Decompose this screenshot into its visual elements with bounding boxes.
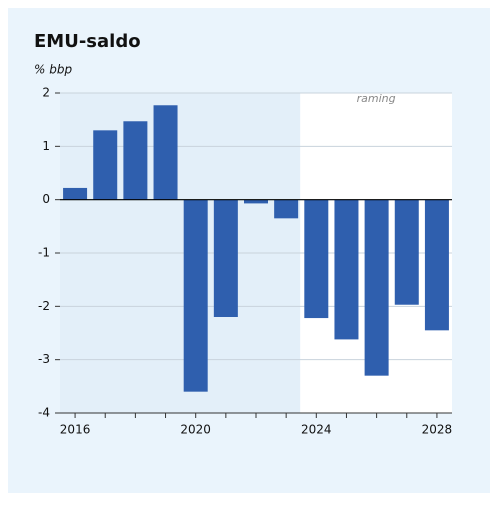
y-tick-label: -3	[38, 352, 50, 366]
bar	[424, 199, 449, 331]
y-axis-label: % bbp	[34, 63, 72, 77]
bar	[213, 199, 238, 317]
y-tick-label: -1	[38, 246, 50, 260]
bar	[304, 199, 329, 319]
bar	[364, 199, 389, 376]
bar	[153, 105, 178, 200]
bar	[93, 130, 118, 200]
chart-title: EMU-saldo	[34, 31, 141, 52]
y-tick-label: 2	[42, 86, 50, 100]
bar	[123, 121, 148, 200]
x-tick-label: 2020	[180, 423, 211, 437]
y-tick-label: 1	[42, 139, 50, 153]
bar	[274, 199, 299, 219]
bar	[63, 187, 88, 200]
bar	[244, 199, 268, 204]
annotation: raming	[357, 92, 396, 105]
y-tick-label: -4	[38, 406, 50, 420]
y-tick-label: -2	[38, 299, 50, 313]
x-tick-label: 2024	[301, 423, 332, 437]
x-tick-label: 2028	[422, 423, 453, 437]
y-tick-label: 0	[42, 192, 50, 206]
x-tick-label: 2016	[60, 423, 91, 437]
bar	[183, 199, 208, 392]
bar	[394, 199, 419, 305]
bar	[334, 199, 359, 340]
